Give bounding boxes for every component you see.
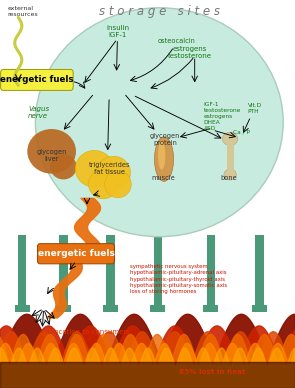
Text: Ca / P: Ca / P [233, 130, 250, 134]
Ellipse shape [50, 154, 77, 180]
Ellipse shape [88, 170, 118, 199]
Bar [204, 305, 218, 312]
Text: energetic fuels: energetic fuels [0, 75, 74, 85]
Text: bone: bone [220, 175, 237, 182]
Bar [15, 305, 30, 312]
Text: estrogens
testosterone: estrogens testosterone [168, 46, 212, 59]
Text: insulin
IGF-1: insulin IGF-1 [106, 24, 130, 38]
Text: Vit.D
PTH: Vit.D PTH [248, 103, 262, 114]
Text: energetic fuels: energetic fuels [38, 249, 114, 258]
Text: external
resources: external resources [7, 6, 38, 17]
Bar [59, 235, 68, 305]
Bar [106, 235, 115, 305]
Ellipse shape [27, 129, 76, 174]
Bar [255, 235, 264, 305]
Text: triglycerides
fat tissue: triglycerides fat tissue [88, 162, 130, 175]
FancyBboxPatch shape [37, 244, 114, 264]
Bar [227, 140, 234, 174]
Bar [18, 235, 26, 305]
Bar [103, 305, 118, 312]
Ellipse shape [96, 156, 130, 189]
Text: glycogen
liver: glycogen liver [37, 149, 67, 162]
Bar [252, 305, 267, 312]
Ellipse shape [75, 151, 114, 187]
Bar [56, 305, 71, 312]
Text: IGF-1
testosterone
estrogens
DHEA
ASD: IGF-1 testosterone estrogens DHEA ASD [204, 102, 241, 130]
Text: sympathetic nervous system
hypothalamic-pituitary-adrenal axis
hypothalamic-pitu: sympathetic nervous system hypothalamic-… [130, 264, 227, 294]
Bar [207, 235, 215, 305]
Ellipse shape [155, 137, 174, 182]
FancyBboxPatch shape [1, 69, 73, 90]
Text: 85% lost in heat: 85% lost in heat [179, 369, 246, 376]
Text: allocation to consumers: allocation to consumers [46, 329, 130, 335]
Ellipse shape [224, 169, 236, 180]
Ellipse shape [35, 8, 283, 237]
Ellipse shape [222, 132, 238, 146]
Text: osteocalcin: osteocalcin [158, 38, 196, 44]
Text: muscle: muscle [152, 175, 176, 182]
Text: s t o r a g e   s i t e s: s t o r a g e s i t e s [99, 5, 220, 18]
Bar [150, 305, 165, 312]
Ellipse shape [158, 141, 165, 170]
Text: glycogen
protein: glycogen protein [150, 133, 180, 146]
Bar [154, 235, 162, 305]
Ellipse shape [105, 171, 131, 198]
Text: Vagus
nerve: Vagus nerve [28, 106, 49, 119]
